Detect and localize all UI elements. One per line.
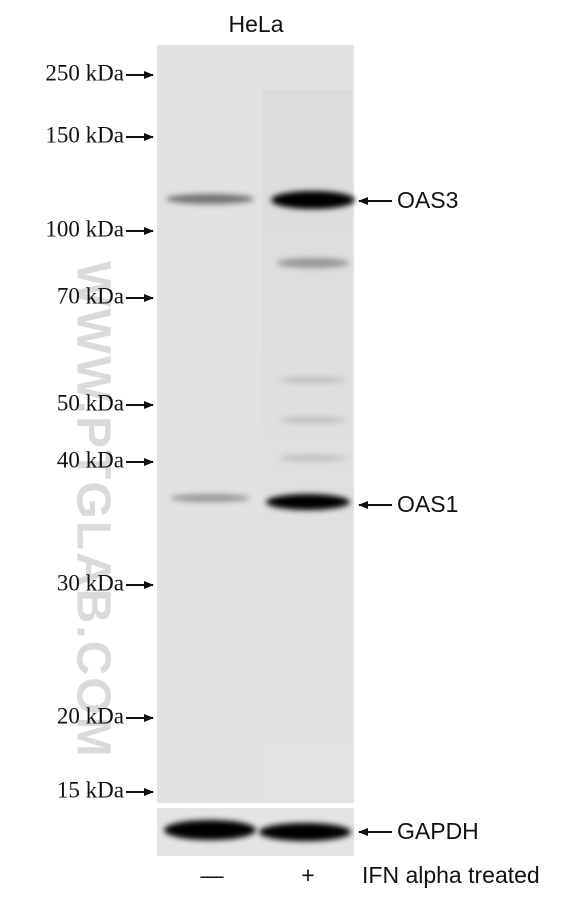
lane-label: + <box>301 862 314 888</box>
watermark: WWW.PTGLAB.COM <box>66 261 119 758</box>
treatment-label: IFN alpha treated <box>362 862 540 888</box>
marker-label: 150 kDa <box>45 122 124 147</box>
band <box>266 494 350 510</box>
band <box>279 417 347 423</box>
lane-label: — <box>201 862 224 888</box>
marker-label: 20 kDa <box>57 703 124 728</box>
marker-label: 15 kDa <box>57 777 124 802</box>
marker-label: 30 kDa <box>57 570 124 595</box>
band <box>279 455 347 461</box>
sample-label: HeLa <box>229 11 284 37</box>
marker-label: 50 kDa <box>57 390 124 415</box>
marker-label: 40 kDa <box>57 447 124 472</box>
bands <box>166 191 355 510</box>
band <box>259 823 351 841</box>
band <box>279 377 347 383</box>
marker-label: 100 kDa <box>45 216 124 241</box>
marker-label: 70 kDa <box>57 283 124 308</box>
band <box>166 194 254 204</box>
band <box>170 494 250 502</box>
marker-label: 250 kDa <box>45 60 124 85</box>
band-label: GAPDH <box>397 818 479 844</box>
band-label: OAS3 <box>397 187 458 213</box>
band <box>164 820 256 840</box>
band <box>277 258 349 268</box>
band-label: OAS1 <box>397 491 458 517</box>
band <box>271 191 355 209</box>
